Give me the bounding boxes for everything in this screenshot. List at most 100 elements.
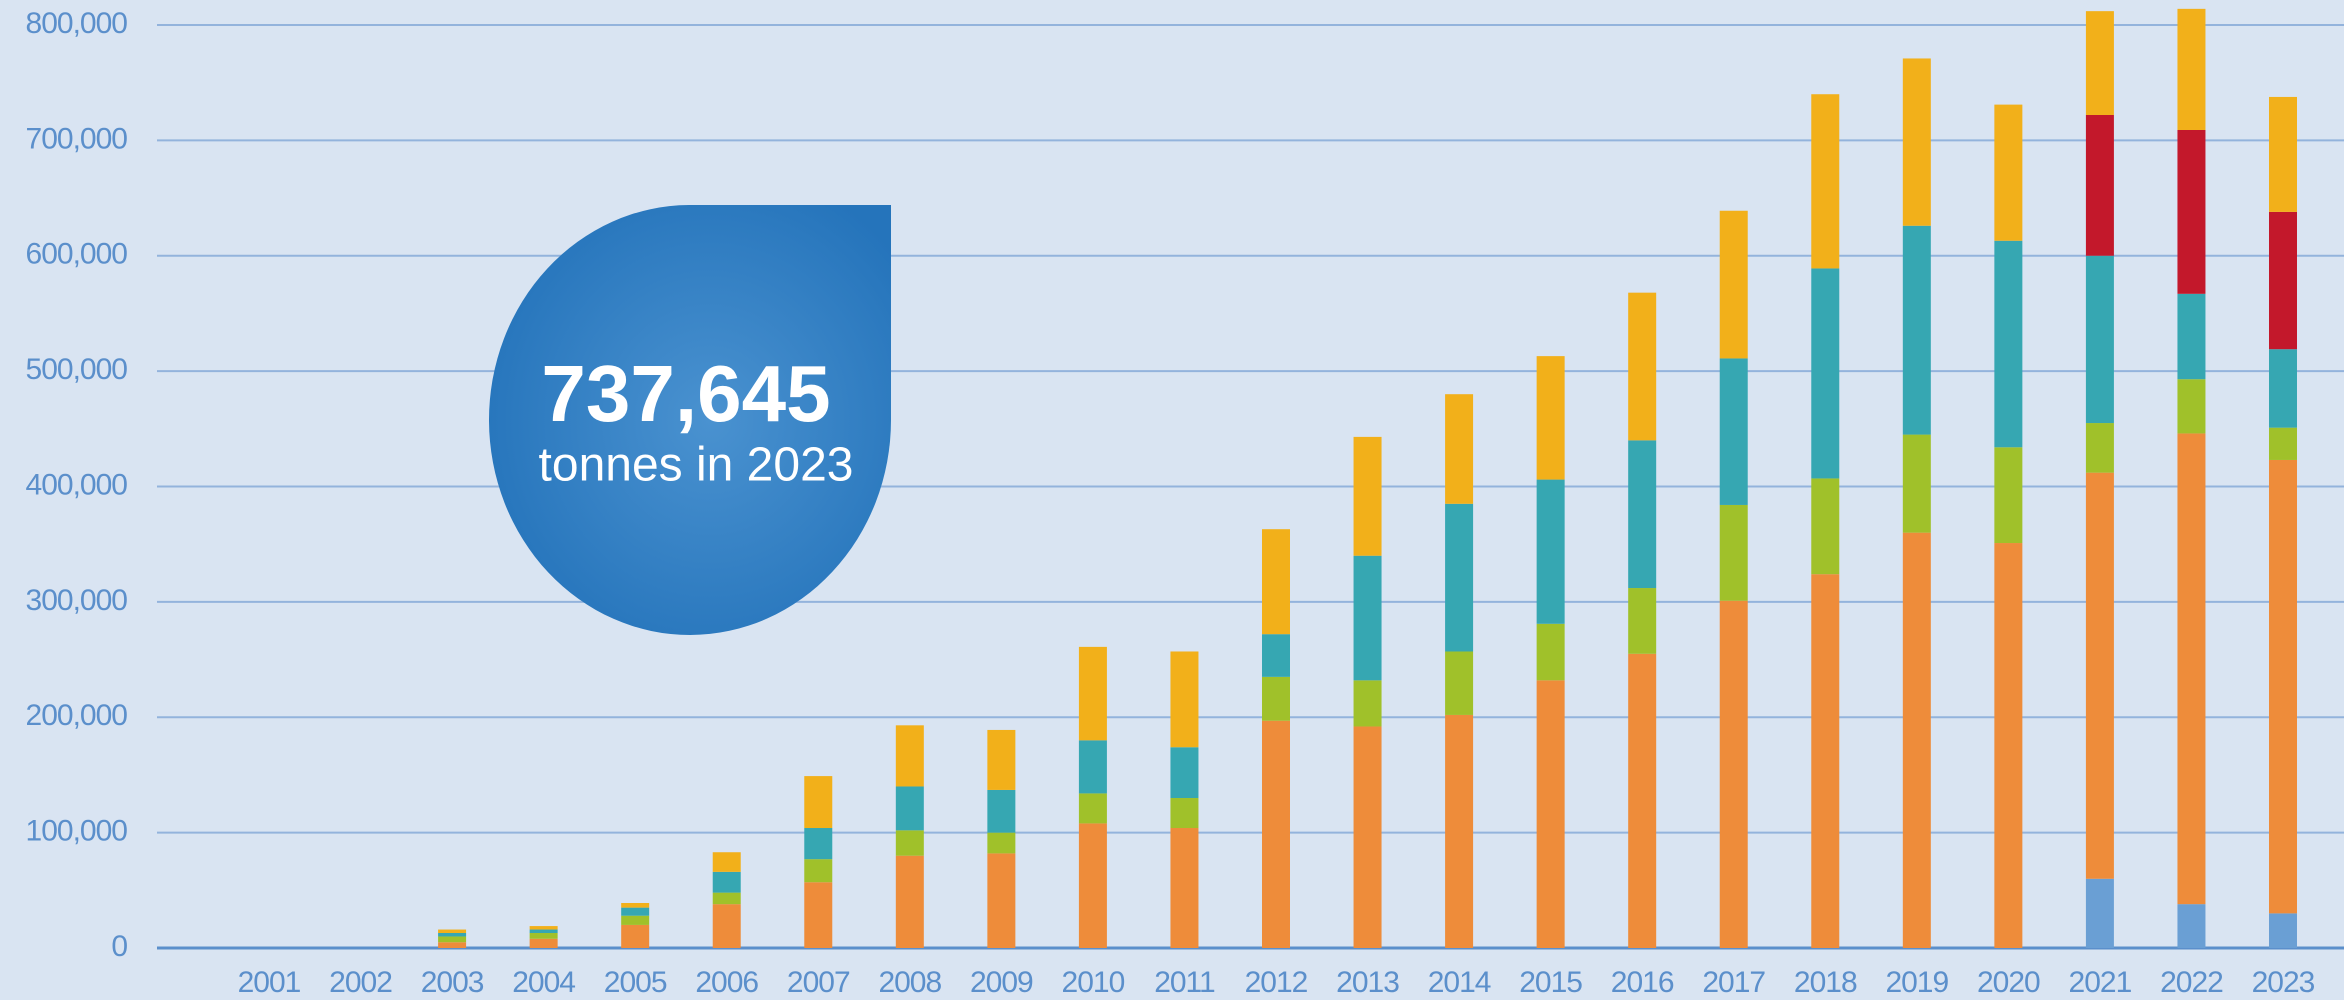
x-tick-label: 2021 (2069, 966, 2132, 999)
bar-segment (529, 929, 558, 934)
bar-segment (804, 882, 833, 948)
bar-segment (2177, 904, 2206, 948)
bar-segment (1628, 292, 1657, 441)
bar-segment (804, 859, 833, 883)
bar-segment (1719, 504, 1748, 601)
bar-segment (1170, 828, 1199, 948)
y-tick-label: 100,000 (26, 815, 128, 848)
bar-segment (1445, 394, 1474, 504)
bar-segment (895, 725, 924, 787)
bar-segment (1536, 356, 1565, 480)
x-tick-label: 2013 (1336, 966, 1399, 999)
x-tick-label: 2002 (329, 966, 392, 999)
bar-segment (2085, 878, 2114, 948)
callout-value: 737,645 (541, 349, 830, 438)
bar-segment (987, 853, 1016, 948)
bar-segment (895, 786, 924, 831)
bar-segment (2085, 472, 2114, 879)
bar-segment (1262, 529, 1290, 635)
bar-segment (1994, 543, 2023, 948)
y-tick-label: 800,000 (26, 7, 128, 40)
callout-text: tonnes in 2023 (539, 439, 854, 492)
bar-segment (1994, 104, 2023, 241)
bar-segment (1811, 94, 1840, 269)
bar-segment (1445, 503, 1474, 652)
callout-drop (488, 205, 891, 635)
y-tick-label: 600,000 (26, 238, 128, 271)
bar-segment (1170, 651, 1199, 748)
x-tick-label: 2010 (1062, 966, 1125, 999)
y-tick-label: 700,000 (26, 122, 128, 155)
bar-segment (1628, 653, 1657, 948)
y-tick-label: 400,000 (26, 468, 128, 501)
y-tick-label: 300,000 (26, 584, 128, 617)
bar-segment (2269, 96, 2297, 212)
bar-segment (1628, 440, 1657, 589)
bar-segment (1078, 740, 1107, 794)
bar-segment (712, 871, 741, 893)
bar-segment (1536, 479, 1565, 624)
bar-segment (1262, 720, 1290, 948)
bar-segment (987, 832, 1016, 854)
bar-segment (2177, 433, 2206, 905)
bar-segment (1078, 646, 1107, 741)
bar-segment (1994, 240, 2023, 448)
bar-segment (621, 907, 650, 916)
x-tick-label: 2006 (695, 966, 758, 999)
bar-segment (804, 776, 833, 829)
bar-segment (1719, 358, 1748, 505)
bar-segment (987, 789, 1016, 833)
x-tick-label: 2007 (787, 966, 850, 999)
bar-segment (2177, 8, 2206, 130)
bar-segment (1811, 478, 1840, 575)
bar-segment (987, 729, 1016, 790)
bar-segment (2269, 427, 2297, 460)
bar-segment (2085, 255, 2114, 424)
bar-segment (2269, 349, 2297, 428)
bar-segment (1262, 634, 1290, 677)
bar-segment (1445, 651, 1474, 715)
bar-segment (1078, 823, 1107, 948)
bar-segment (1994, 447, 2023, 544)
x-tick-label: 2005 (604, 966, 667, 999)
bar-segment (529, 933, 558, 939)
x-tick-label: 2014 (1428, 966, 1491, 999)
x-tick-label: 2009 (970, 966, 1033, 999)
y-tick-label: 500,000 (26, 353, 128, 386)
bar-segment (895, 830, 924, 856)
bar-segment (1536, 623, 1565, 681)
x-tick-label: 2012 (1245, 966, 1308, 999)
bar-segment (2177, 129, 2206, 294)
x-tick-label: 2018 (1794, 966, 1857, 999)
bar-segment (621, 903, 650, 908)
bar-segment (1170, 747, 1199, 799)
bar-segment (529, 926, 558, 930)
bar-segment (1353, 680, 1382, 727)
bar-segment (1628, 588, 1657, 654)
x-tick-label: 2008 (878, 966, 941, 999)
bar-segment (1902, 225, 1931, 435)
x-tick-label: 2001 (238, 966, 301, 999)
x-tick-label: 2017 (1702, 966, 1765, 999)
bar-segment (1811, 574, 1840, 948)
bar-segment (1262, 676, 1290, 721)
bar-segment (895, 855, 924, 948)
bar-segment (2269, 459, 2297, 914)
bar-segment (2177, 293, 2206, 380)
bar-segment (1811, 268, 1840, 479)
bar-segment (1170, 798, 1199, 829)
x-tick-label: 2016 (1611, 966, 1674, 999)
bar-segment (1536, 680, 1565, 948)
bar-segment (2269, 913, 2297, 948)
bar-segment (712, 892, 741, 905)
x-tick-label: 2003 (421, 966, 484, 999)
bar-segment (1902, 532, 1931, 948)
y-tick-label: 200,000 (26, 699, 128, 732)
x-tick-label: 2020 (1977, 966, 2040, 999)
x-tick-label: 2019 (1885, 966, 1948, 999)
bar-segment (712, 904, 741, 948)
bar-segment (2177, 379, 2206, 434)
bar-segment (1719, 600, 1748, 948)
